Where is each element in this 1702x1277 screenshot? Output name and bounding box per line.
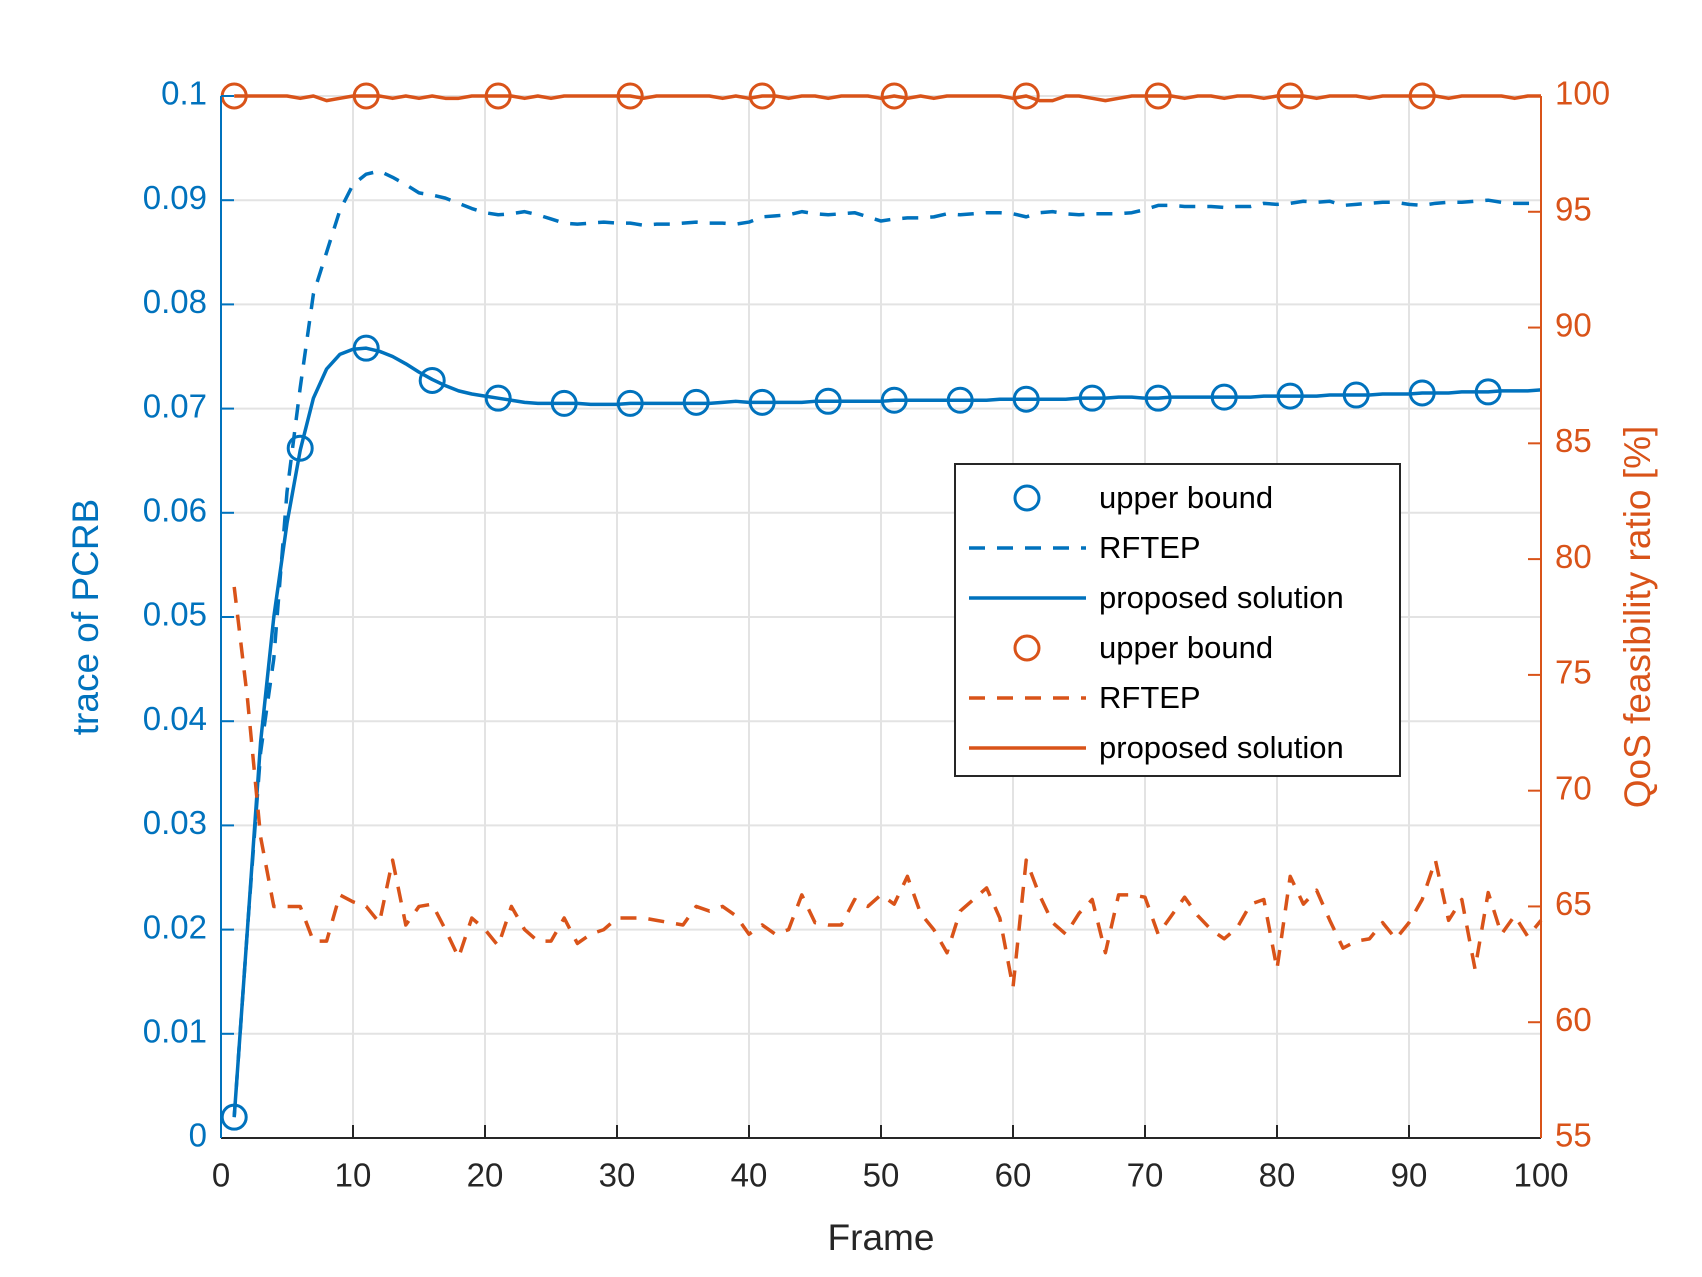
axes: 0 10 20 30 40 50 60 70 80 90 100 0 0.01 0.02 0.03 0.04 0… (143, 75, 1610, 1194)
x-tick-label: 80 (1259, 1157, 1296, 1194)
legend-label: RFTEP (1099, 530, 1201, 565)
y-tick-label: 0.03 (143, 804, 207, 841)
y-tick-label: 0.09 (143, 179, 207, 216)
legend-label: upper bound (1099, 630, 1273, 665)
y-tick-label: 0.08 (143, 283, 207, 320)
x-tick-label: 70 (1127, 1157, 1164, 1194)
y-tick-label: 0.06 (143, 492, 207, 529)
plot-area (220, 82, 1543, 1131)
marker (286, 434, 314, 462)
x-tick-label: 40 (731, 1157, 768, 1194)
y2-tick-label: 60 (1555, 1001, 1592, 1038)
x-tick-label: 10 (335, 1157, 372, 1194)
marker (418, 366, 446, 394)
legend-label: upper bound (1099, 480, 1273, 515)
y-tick-label: 0 (189, 1117, 207, 1154)
marker (1012, 82, 1040, 110)
legend: upper bound RFTEP proposed solution upper b… (954, 463, 1401, 777)
y2-tick-label: 95 (1555, 190, 1592, 227)
y2-tick-label: 85 (1555, 422, 1592, 459)
y-tick-label: 0.04 (143, 700, 207, 737)
y2-tick-label: 80 (1555, 538, 1592, 575)
x-tick-label: 60 (995, 1157, 1032, 1194)
x-tick-label: 0 (212, 1157, 230, 1194)
y2-tick-label: 65 (1555, 885, 1592, 922)
legend-label: RFTEP (1099, 680, 1201, 715)
x-tick-label: 90 (1391, 1157, 1428, 1194)
line (232, 346, 1542, 1118)
x-tick-label: 50 (863, 1157, 900, 1194)
y2-tick-label: 70 (1555, 769, 1592, 806)
x-axis-label: Frame (828, 1217, 935, 1258)
line (234, 94, 1541, 103)
legend-swatch (1013, 484, 1041, 512)
y2-tick-label: 75 (1555, 654, 1592, 691)
y-tick-label: 0.1 (161, 75, 207, 112)
y-axis-label: trace of PCRB (65, 499, 106, 735)
x-tick-label: 100 (1513, 1157, 1568, 1194)
marker (484, 384, 512, 412)
legend-label: proposed solution (1099, 580, 1344, 615)
x-tick-label: 30 (599, 1157, 636, 1194)
x-tick-label: 20 (467, 1157, 504, 1194)
y2-tick-label: 55 (1555, 1117, 1592, 1154)
y-tick-label: 0.05 (143, 596, 207, 633)
y-tick-label: 0.01 (143, 1013, 207, 1050)
marker (880, 82, 908, 110)
legend-label: proposed solution (1099, 730, 1344, 765)
y-tick-label: 0.02 (143, 908, 207, 945)
legend-box (954, 463, 1401, 777)
legend-swatch (1013, 634, 1041, 662)
line (232, 586, 1543, 990)
y2-tick-label: 90 (1555, 306, 1592, 343)
y-tick-label: 0.07 (143, 387, 207, 424)
y2-axis-label: QoS feasibility ratio [%] (1617, 426, 1658, 808)
line (232, 169, 1541, 1118)
y2-tick-label: 100 (1555, 75, 1610, 112)
